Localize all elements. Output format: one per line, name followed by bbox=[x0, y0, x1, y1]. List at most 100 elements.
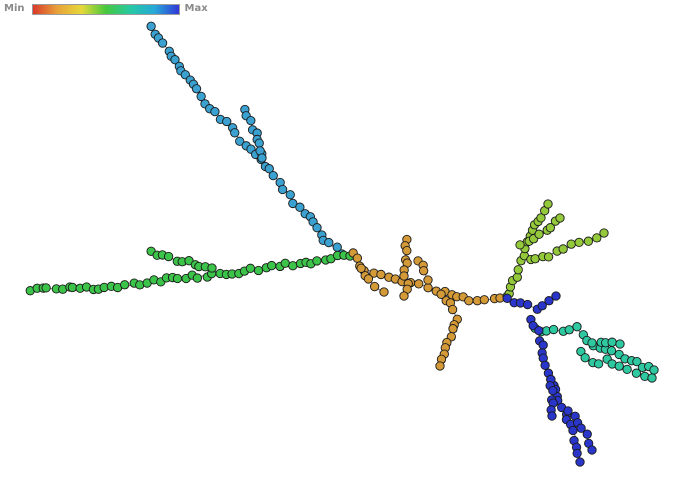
teal-side-node[interactable] bbox=[622, 364, 632, 374]
blue-branch-node[interactable] bbox=[544, 296, 554, 306]
orange-up-node[interactable] bbox=[402, 245, 412, 256]
orange-left-node[interactable] bbox=[369, 281, 380, 292]
blue-side2-node[interactable] bbox=[563, 406, 573, 416]
blue-side-node[interactable] bbox=[547, 411, 557, 421]
blue-side2-node[interactable] bbox=[576, 423, 586, 433]
teal-side-node[interactable] bbox=[614, 361, 624, 371]
blue-down-node[interactable] bbox=[538, 340, 548, 350]
lime-side-node[interactable] bbox=[592, 233, 602, 243]
blue-down-node[interactable] bbox=[534, 325, 544, 336]
cyan-branch-node[interactable] bbox=[170, 55, 180, 65]
blue-branch-node[interactable] bbox=[537, 301, 547, 311]
lime-side2-node[interactable] bbox=[534, 229, 544, 239]
green-branch-node[interactable] bbox=[312, 256, 322, 266]
orange-up-node[interactable] bbox=[399, 271, 409, 281]
orange-center-branch-node[interactable] bbox=[352, 253, 363, 263]
cyan-branch-node[interactable] bbox=[222, 116, 232, 127]
lime-side-node[interactable] bbox=[583, 236, 594, 246]
orange-down-node[interactable] bbox=[436, 289, 446, 299]
cyan-side-node[interactable] bbox=[246, 115, 256, 126]
cyan-branch-node[interactable] bbox=[295, 202, 305, 212]
blue-side2-node[interactable] bbox=[587, 445, 597, 455]
green-upper-node[interactable] bbox=[207, 263, 217, 273]
cyan-side-node[interactable] bbox=[257, 153, 267, 163]
teal-side-node[interactable] bbox=[576, 346, 586, 357]
cyan-branch-node[interactable] bbox=[146, 21, 156, 31]
teal-branch-node[interactable] bbox=[548, 324, 559, 335]
cyan-branch-node[interactable] bbox=[264, 164, 274, 174]
green-branch-node[interactable] bbox=[41, 283, 51, 293]
cyan-branch-node[interactable] bbox=[230, 128, 240, 138]
orange-center-branch-node[interactable] bbox=[376, 269, 386, 280]
blue-down-node[interactable] bbox=[540, 360, 550, 370]
lime-side-node[interactable] bbox=[558, 244, 568, 254]
blue-down-node[interactable] bbox=[575, 457, 585, 467]
blue-branch-node[interactable] bbox=[522, 299, 533, 310]
lime-side-node[interactable] bbox=[566, 239, 576, 249]
orange-up2-node[interactable] bbox=[418, 266, 429, 276]
lime-side-node[interactable] bbox=[543, 252, 554, 262]
lime-branch-node[interactable] bbox=[536, 213, 546, 223]
cyan-branch-node[interactable] bbox=[268, 170, 278, 181]
orange-left-node[interactable] bbox=[356, 263, 366, 273]
orange-center-branch-node[interactable] bbox=[479, 295, 489, 305]
lime-side2-node[interactable] bbox=[545, 223, 555, 233]
orange-up2-node[interactable] bbox=[423, 275, 433, 285]
teal-branch-node[interactable] bbox=[572, 322, 582, 332]
blue-side2-node[interactable] bbox=[582, 429, 592, 439]
lime-side-node[interactable] bbox=[574, 237, 584, 247]
green-branch-node[interactable] bbox=[280, 258, 290, 268]
teal-branch-node[interactable] bbox=[632, 356, 642, 367]
teal-side-node[interactable] bbox=[593, 359, 604, 369]
cyan-branch-node[interactable] bbox=[157, 38, 168, 48]
teal-side2-node[interactable] bbox=[587, 338, 597, 348]
teal-branch-node[interactable] bbox=[564, 325, 574, 335]
orange-center-branch-node[interactable] bbox=[464, 296, 474, 306]
teal-side-node[interactable] bbox=[580, 353, 590, 363]
orange-center-branch-node[interactable] bbox=[414, 279, 424, 289]
green-upper-node[interactable] bbox=[163, 251, 174, 262]
lime-branch-node[interactable] bbox=[512, 272, 522, 282]
teal-side-node[interactable] bbox=[631, 368, 642, 378]
teal-branch-node[interactable] bbox=[649, 365, 659, 375]
cyan-branch-node[interactable] bbox=[312, 223, 322, 233]
graph-nodes[interactable] bbox=[25, 21, 659, 467]
orange-left-node[interactable] bbox=[363, 274, 374, 284]
cyan-branch-node[interactable] bbox=[210, 106, 220, 117]
teal-side2-node[interactable] bbox=[615, 339, 625, 349]
green-branch-node[interactable] bbox=[288, 261, 298, 271]
lime-side2-node[interactable] bbox=[515, 240, 525, 250]
orange-down2-node[interactable] bbox=[399, 291, 409, 301]
orange-center-branch-node[interactable] bbox=[423, 283, 433, 293]
blue-down-node[interactable] bbox=[572, 448, 582, 459]
green-branch-node[interactable] bbox=[120, 280, 130, 290]
cyan-branch-node[interactable] bbox=[196, 91, 206, 102]
cyan-branch-node[interactable] bbox=[285, 190, 295, 200]
teal-side-node[interactable] bbox=[647, 373, 657, 383]
blue-down-node[interactable] bbox=[568, 425, 578, 436]
orange-left-node[interactable] bbox=[379, 287, 389, 297]
green-branch-node[interactable] bbox=[192, 273, 202, 283]
lime-side-node[interactable] bbox=[599, 228, 609, 238]
cyan-branch-node[interactable] bbox=[324, 237, 334, 248]
cyan-branch-node[interactable] bbox=[277, 184, 288, 195]
orange-down-node[interactable] bbox=[435, 361, 445, 371]
lime-side-node[interactable] bbox=[530, 254, 540, 264]
orange-down-node[interactable] bbox=[448, 324, 458, 334]
green-branch-node[interactable] bbox=[267, 260, 277, 271]
lime-branch-node[interactable] bbox=[513, 265, 523, 275]
blue-side-node[interactable] bbox=[548, 385, 558, 396]
green-branch-node[interactable] bbox=[172, 273, 183, 284]
teal-branch-node[interactable] bbox=[606, 346, 617, 356]
green-branch-node[interactable] bbox=[67, 282, 78, 293]
cyan-branch-node[interactable] bbox=[288, 198, 298, 209]
green-branch-node[interactable] bbox=[245, 263, 256, 273]
cyan-side-node[interactable] bbox=[254, 138, 264, 148]
cyan-branch-node[interactable] bbox=[191, 84, 202, 94]
lime-side2-node[interactable] bbox=[555, 213, 565, 223]
lime-branch-node[interactable] bbox=[543, 199, 553, 209]
green-branch-node[interactable] bbox=[253, 265, 264, 276]
blue-branch-node[interactable] bbox=[551, 291, 561, 301]
blue-branch-node[interactable] bbox=[502, 293, 512, 303]
